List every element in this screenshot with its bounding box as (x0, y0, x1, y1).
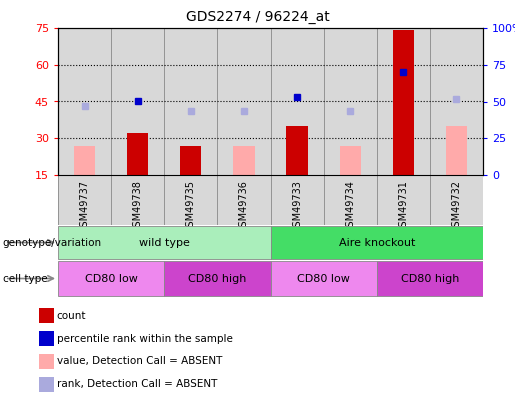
Text: GSM49738: GSM49738 (133, 180, 143, 233)
Bar (446, 126, 467, 175)
Text: CD80 low: CD80 low (84, 273, 138, 283)
Bar (74, 146, 95, 175)
Text: GSM49734: GSM49734 (345, 180, 355, 233)
Text: wild type: wild type (139, 237, 190, 247)
Bar (270, 261, 377, 296)
Text: cell type: cell type (3, 273, 47, 283)
Bar (339, 146, 361, 175)
Bar (270, 226, 483, 259)
Text: percentile rank within the sample: percentile rank within the sample (57, 334, 233, 343)
Bar (127, 133, 148, 175)
Bar (39, 309, 54, 323)
Bar (58, 261, 164, 296)
Bar (164, 261, 270, 296)
Text: GSM49732: GSM49732 (452, 180, 461, 233)
Bar (233, 146, 254, 175)
Text: rank, Detection Call = ABSENT: rank, Detection Call = ABSENT (57, 379, 217, 389)
Text: GDS2274 / 96224_at: GDS2274 / 96224_at (185, 10, 330, 24)
Text: GSM49735: GSM49735 (186, 180, 196, 233)
Text: CD80 low: CD80 low (297, 273, 350, 283)
Text: CD80 high: CD80 high (401, 273, 459, 283)
Bar (39, 377, 54, 392)
Bar (377, 261, 483, 296)
Text: GSM49733: GSM49733 (292, 180, 302, 233)
Text: CD80 high: CD80 high (188, 273, 247, 283)
Bar (180, 146, 201, 175)
Text: Aire knockout: Aire knockout (338, 237, 415, 247)
Text: count: count (57, 311, 86, 321)
Bar (39, 354, 54, 369)
Text: genotype/variation: genotype/variation (3, 237, 101, 247)
Text: value, Detection Call = ABSENT: value, Detection Call = ABSENT (57, 356, 222, 367)
Text: GSM49736: GSM49736 (239, 180, 249, 233)
Bar (58, 226, 270, 259)
Bar (39, 331, 54, 346)
Text: GSM49737: GSM49737 (79, 180, 90, 233)
Bar (392, 30, 414, 175)
Bar (286, 126, 307, 175)
Text: GSM49731: GSM49731 (398, 180, 408, 233)
